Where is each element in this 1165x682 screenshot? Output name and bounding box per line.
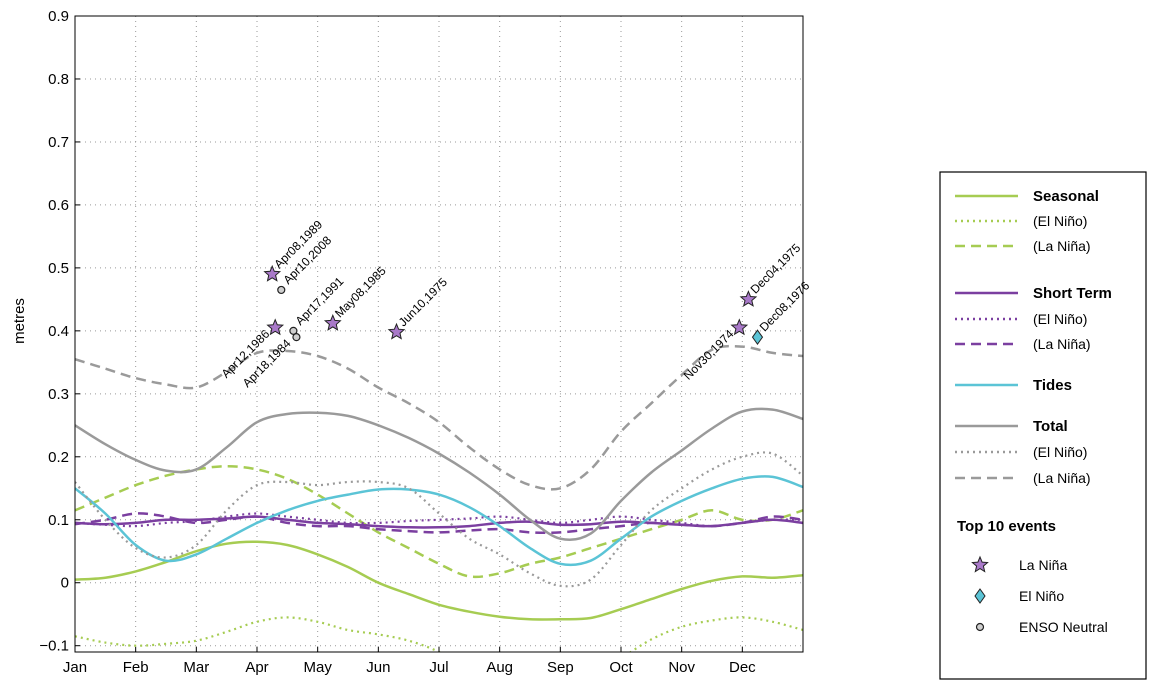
legend-entry-label: (El Niño): [1033, 311, 1087, 327]
legend-entry-label: (La Niña): [1033, 336, 1091, 352]
axes: −0.1 0 0.1 0.2 0.3 0.4 0.5 0.6 0.7 0.8 0.9 Jan Feb Ma…: [39, 8, 804, 676]
series-line-5: [75, 512, 803, 535]
y-tick-label: 0.6: [48, 197, 69, 214]
legend-event-label: El Niño: [1019, 588, 1064, 604]
series-lines: [75, 344, 803, 652]
series-line-6: [75, 475, 803, 567]
event-marker: [289, 326, 298, 335]
event-marker: [387, 322, 406, 340]
event-marker: [730, 318, 749, 336]
event-markers: Apr08,1989Apr12,1986Apr10,2008Apr17,1991…: [219, 217, 813, 390]
legend-entry-label: (El Niño): [1033, 444, 1087, 460]
legend-event-label: La Niña: [1019, 557, 1067, 573]
event-label: Jun10,1975: [396, 275, 450, 329]
y-tick-label: 0: [61, 575, 69, 592]
legend-entry-label: (La Niña): [1033, 238, 1091, 254]
legend-event-label: ENSO Neutral: [1019, 619, 1108, 635]
y-axis-label: metres: [11, 298, 28, 344]
legend: Seasonal (El Niño) (La Niña) Short Term (El …: [939, 171, 1147, 680]
legend-marker-star: [971, 555, 989, 573]
y-tick-label: 0.3: [48, 386, 69, 403]
legend-events-title: Top 10 events: [957, 518, 1056, 535]
event-label: Nov30,1974: [681, 327, 737, 383]
legend-marker-circle: [975, 622, 985, 632]
event-marker: [263, 264, 282, 282]
y-tick-label: 0.4: [48, 323, 69, 340]
x-tick-label: Apr: [245, 659, 268, 676]
legend-entry-label: Seasonal: [1033, 188, 1099, 205]
x-tick-label: May: [303, 659, 332, 676]
y-tick-label: 0.2: [48, 449, 69, 466]
series-line-7: [75, 407, 803, 542]
y-tick-label: −0.1: [39, 638, 69, 655]
x-tick-label: Jan: [63, 659, 87, 676]
event-marker: [292, 333, 301, 342]
x-tick-label: Jun: [366, 659, 390, 676]
y-tick-label: 0.7: [48, 134, 69, 151]
x-tick-label: Nov: [668, 659, 695, 676]
y-tick-label: 0.8: [48, 71, 69, 88]
event-marker: [266, 318, 285, 336]
x-tick-label: Mar: [183, 659, 209, 676]
legend-entry-label: Total: [1033, 418, 1068, 435]
x-tick-label: Dec: [729, 659, 756, 676]
series-line-4: [75, 512, 803, 528]
x-tick-label: Feb: [123, 659, 149, 676]
event-marker: [751, 329, 764, 346]
series-line-0: [75, 540, 803, 621]
legend-marker-diamond: [974, 588, 986, 604]
legend-entry-label: (La Niña): [1033, 470, 1091, 486]
y-tick-label: 0.1: [48, 512, 69, 529]
x-tick-label: Sep: [547, 659, 574, 676]
series-line-9: [75, 344, 803, 491]
x-tick-label: Aug: [486, 659, 513, 676]
y-tick-label: 0.5: [48, 260, 69, 277]
y-tick-label: 0.9: [48, 8, 69, 25]
event-marker: [277, 285, 286, 295]
event-marker: [739, 290, 758, 307]
series-line-8: [75, 451, 803, 588]
event-label: May08,1985: [332, 264, 389, 321]
legend-entry-label: Tides: [1033, 377, 1072, 394]
x-tick-label: Oct: [609, 659, 633, 676]
legend-entry-label: (El Niño): [1033, 213, 1087, 229]
x-tick-label: Jul: [429, 659, 448, 676]
legend-entry-label: Short Term: [1033, 285, 1112, 302]
event-marker: [323, 313, 342, 331]
event-label: Apr17,1991: [293, 274, 347, 328]
